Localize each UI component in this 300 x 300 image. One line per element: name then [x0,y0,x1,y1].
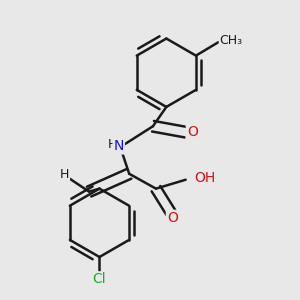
Text: H: H [107,138,117,151]
Text: O: O [187,124,198,139]
Text: H: H [60,168,69,181]
Text: Cl: Cl [93,272,106,286]
Text: N: N [114,140,124,153]
Text: CH₃: CH₃ [220,34,243,47]
Text: O: O [167,211,178,225]
Text: OH: OH [195,171,216,185]
